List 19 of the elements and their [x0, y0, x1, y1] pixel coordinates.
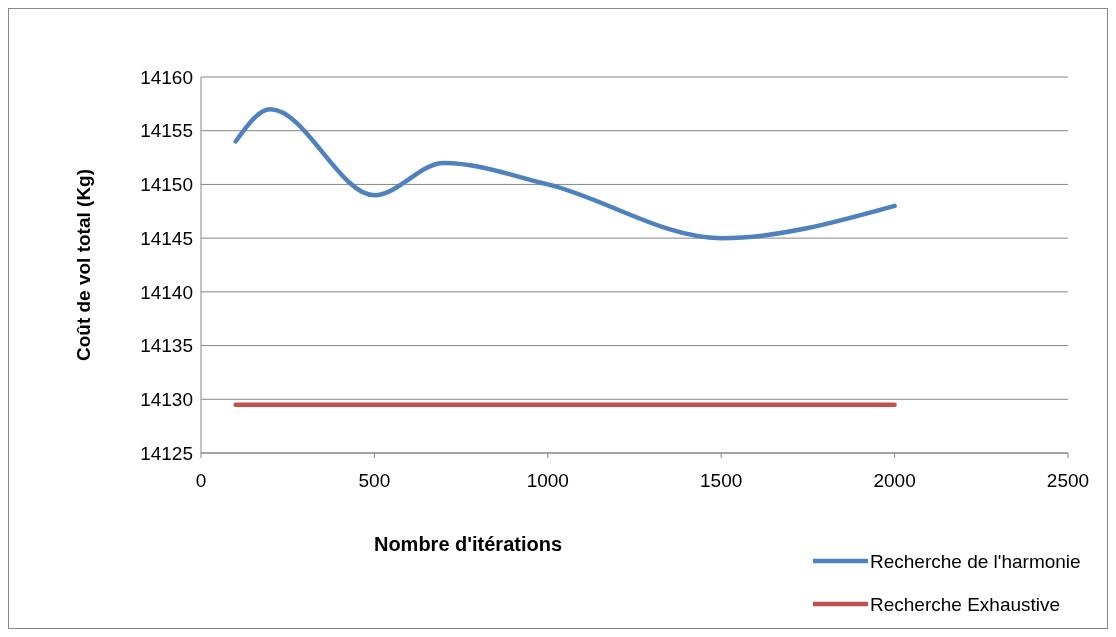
x-axis-title: Nombre d'itérations: [373, 533, 563, 555]
y-tick-label: 14125: [140, 442, 193, 464]
y-tick-label: 14160: [140, 66, 193, 88]
legend-label: Recherche Exhaustive: [870, 593, 1061, 615]
y-tick-label: 14130: [140, 388, 193, 410]
y-tick-label: 14135: [140, 335, 193, 357]
y-tick-label: 14155: [140, 120, 193, 142]
y-tick-label: 14145: [140, 227, 193, 249]
y-tick-label: 14140: [140, 281, 193, 303]
y-tick-label: 14150: [140, 174, 193, 196]
y-axis-title: Coût de vol total (Kg): [73, 168, 94, 362]
x-tick-label: 2000: [873, 470, 916, 491]
x-tick-label: 500: [358, 470, 391, 491]
legend-label: Recherche de l'harmonie: [870, 550, 1081, 572]
x-tick-label: 1000: [526, 470, 569, 491]
x-tick-label: 0: [195, 470, 207, 491]
x-tick-label: 1500: [700, 470, 743, 491]
line-series: [233, 106, 897, 241]
x-tick-label: 2500: [1046, 470, 1090, 491]
